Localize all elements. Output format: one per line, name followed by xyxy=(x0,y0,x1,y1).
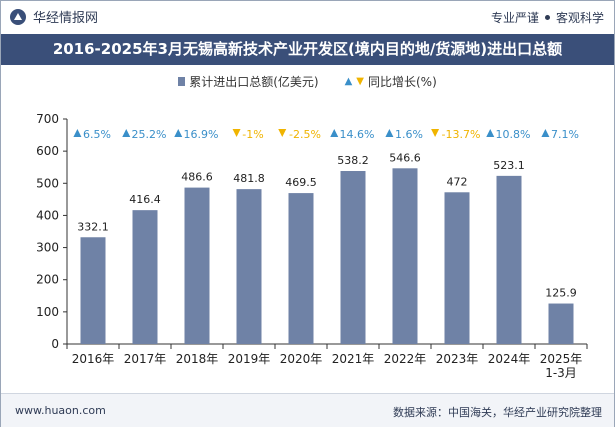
growth-label: 25.2% xyxy=(132,128,167,141)
growth-label: -1% xyxy=(242,128,263,141)
slogan: 专业严谨 客观科学 xyxy=(491,9,604,26)
bar xyxy=(496,175,522,344)
x-tick-label: 1-3月 xyxy=(545,366,577,380)
bar-swatch-icon xyxy=(178,76,186,86)
bar xyxy=(236,189,262,344)
bar xyxy=(392,168,418,344)
x-tick-label: 2017年 xyxy=(124,352,167,366)
growth-down-triangle xyxy=(278,129,287,137)
growth-up-triangle xyxy=(73,129,82,137)
x-tick-label: 2021年 xyxy=(332,352,375,366)
legend-item-growth: ▲ ▼ 同比增长(%) xyxy=(345,73,437,90)
bar-value-label: 469.5 xyxy=(285,176,317,189)
slogan-right: 客观科学 xyxy=(555,11,604,25)
bar-value-label: 332.1 xyxy=(77,220,109,233)
legend-item-total: 累计进出口总额(亿美元) xyxy=(178,73,319,90)
legend-label-total: 累计进出口总额(亿美元) xyxy=(189,74,319,89)
growth-label: 6.5% xyxy=(83,128,111,141)
bar-chart: 0 100 200 300 400 500 600 700 332.1 6.5% 2016年 416.… xyxy=(36,112,588,380)
bar-value-label: 546.6 xyxy=(389,151,421,164)
brand-name: 华经情报网 xyxy=(33,11,99,26)
growth-label: 1.6% xyxy=(395,128,423,141)
y-tick-label: 700 xyxy=(36,112,59,126)
x-tick-label: 2019年 xyxy=(228,352,271,366)
logo-icon xyxy=(10,8,26,25)
growth-up-triangle xyxy=(330,129,339,137)
x-tick-label: 2023年 xyxy=(436,352,479,366)
legend-label-growth: 同比增长(%) xyxy=(368,74,437,89)
y-tick-label: 400 xyxy=(36,208,59,222)
x-tick-label: 2022年 xyxy=(384,352,427,366)
growth-up-triangle xyxy=(541,129,550,137)
chart-title: 2016-2025年3月无锡高新技术产业开发区(境内目的地/货源地)进出口总额 xyxy=(52,40,563,58)
growth-label: 14.6% xyxy=(340,128,375,141)
growth-down-triangle xyxy=(232,129,241,137)
footer: www.huaon.com 数据来源：中国海关，华经产业研究院整理 xyxy=(1,393,614,427)
x-tick-label: 2024年 xyxy=(488,352,531,366)
y-tick-label: 100 xyxy=(36,305,59,319)
y-tick-label: 200 xyxy=(36,273,59,287)
triangle-up-icon: ▲ xyxy=(344,75,353,87)
brand[interactable]: 华经情报网 xyxy=(9,7,98,26)
bar xyxy=(132,210,158,344)
header-bar: 华经情报网 专业严谨 客观科学 xyxy=(1,1,614,33)
bar-value-label: 481.8 xyxy=(233,172,265,185)
bar-value-label: 416.4 xyxy=(129,193,161,206)
growth-up-triangle xyxy=(174,129,183,137)
bar xyxy=(80,237,106,344)
bar-value-label: 125.9 xyxy=(545,287,577,300)
bar xyxy=(548,303,574,344)
separator-dot-icon xyxy=(544,15,550,20)
x-tick-label: 2016年 xyxy=(72,352,115,366)
bar xyxy=(288,193,314,344)
bar-value-label: 523.1 xyxy=(493,159,525,172)
triangle-down-icon: ▼ xyxy=(356,75,364,87)
slogan-left: 专业严谨 xyxy=(490,11,539,25)
growth-label: 7.1% xyxy=(551,128,579,141)
y-tick-label: 500 xyxy=(36,176,59,190)
y-tick-label: 600 xyxy=(36,144,59,158)
growth-down-triangle xyxy=(431,129,440,137)
chart-legend: 累计进出口总额(亿美元) ▲ ▼ 同比增长(%) xyxy=(1,71,614,91)
growth-label: 16.9% xyxy=(184,128,219,141)
bar-value-label: 472 xyxy=(447,175,468,188)
growth-up-triangle xyxy=(385,129,394,137)
growth-up-triangle xyxy=(122,129,131,137)
growth-up-triangle xyxy=(486,129,495,137)
title-bar: 2016-2025年3月无锡高新技术产业开发区(境内目的地/货源地)进出口总额 xyxy=(1,34,614,65)
bar-value-label: 486.6 xyxy=(181,171,213,184)
footer-source: 数据来源：中国海关，华经产业研究院整理 xyxy=(393,406,602,419)
x-tick-label: 2020年 xyxy=(280,352,323,366)
y-tick-label: 300 xyxy=(36,241,59,255)
bar xyxy=(340,171,366,344)
bar xyxy=(184,187,210,344)
footer-website[interactable]: www.huaon.com xyxy=(15,404,106,417)
bar-value-label: 538.2 xyxy=(337,154,369,167)
growth-label: -2.5% xyxy=(289,128,321,141)
growth-label: 10.8% xyxy=(496,128,531,141)
growth-label: -13.7% xyxy=(442,128,481,141)
bar xyxy=(444,192,470,344)
x-tick-label: 2025年 xyxy=(540,352,583,366)
y-tick-label: 0 xyxy=(51,337,59,351)
x-tick-label: 2018年 xyxy=(176,352,219,366)
